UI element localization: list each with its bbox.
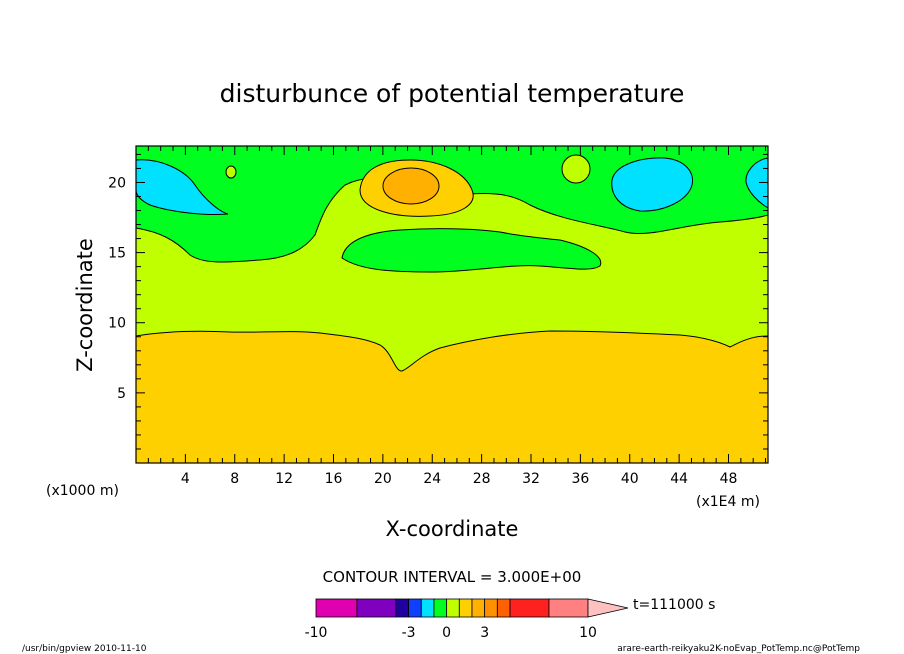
colorbar-segment	[433, 598, 448, 618]
region-warm-core	[382, 167, 440, 205]
footer-left: /usr/bin/gpview 2010-11-10	[22, 644, 147, 654]
colorbar-segment	[315, 598, 358, 618]
colorbar-tick-label: -10	[305, 625, 328, 641]
region-lower-band	[136, 330, 768, 463]
x-unit-label: (x1000 m)	[46, 483, 119, 499]
colorbar-segment	[548, 598, 589, 618]
x-tick-label: 8	[230, 471, 239, 487]
colorbar-segment	[471, 598, 486, 618]
colorbar-segment	[420, 598, 435, 618]
footer-right: arare-earth-reikyaku2K-noEvap_PotTemp.nc…	[617, 644, 860, 654]
y-axis-title: Z-coordinate	[73, 238, 97, 372]
colorbar-segment	[408, 598, 422, 618]
x-tick-label: 40	[621, 471, 639, 487]
colorbar-segment	[496, 598, 511, 618]
colorbar-tick-label: 3	[480, 625, 489, 641]
colorbar-segment	[356, 598, 397, 618]
x-tick-label: 16	[325, 471, 343, 487]
time-label: t=111000 s	[633, 597, 715, 613]
region-green-pocket	[341, 228, 602, 273]
colorbar-segment	[395, 598, 410, 618]
y-tick-label: 20	[108, 175, 126, 191]
colorbar-segment	[484, 598, 498, 618]
x-axis: 4 8 12 16 20 24 28 32 36 40 44 48	[147, 146, 767, 487]
contour-field	[136, 146, 768, 463]
colorbar-tick-label: 0	[442, 625, 451, 641]
x-tick-label: 28	[473, 471, 491, 487]
y-axis: 5 10 15 20	[108, 153, 768, 450]
colorbar-segment	[458, 598, 473, 618]
x-tick-label: 48	[720, 471, 738, 487]
region-cyan-right	[745, 157, 768, 209]
region-small-dot	[225, 165, 237, 179]
y-tick-label: 15	[108, 246, 126, 262]
x-tick-label: 4	[181, 471, 190, 487]
region-cyan-mid	[611, 157, 694, 212]
x-tick-label: 20	[374, 471, 392, 487]
x-tick-label: 12	[275, 471, 293, 487]
y-unit-label: (x1E4 m)	[696, 494, 760, 510]
plot-frame	[135, 145, 769, 464]
x-tick-label: 24	[423, 471, 441, 487]
y-tick-label: 5	[117, 386, 126, 402]
colorbar-segment	[446, 598, 460, 618]
x-axis-title: X-coordinate	[386, 517, 519, 541]
contour-interval-text: CONTOUR INTERVAL = 3.000E+00	[323, 568, 582, 586]
x-tick-label: 44	[670, 471, 688, 487]
colorbar-segment	[509, 598, 550, 618]
region-small-blob	[561, 154, 591, 184]
colorbar: -10 -3 0 3 10	[305, 598, 629, 641]
y-tick-label: 10	[108, 316, 126, 332]
colorbar-arrow	[587, 598, 629, 618]
colorbar-tick-label: 10	[579, 625, 597, 641]
chart-title: disturbunce of potential temperature	[220, 79, 685, 108]
x-tick-label: 36	[571, 471, 589, 487]
colorbar-tick-label: -3	[402, 625, 416, 641]
region-cyan-left	[136, 159, 229, 215]
x-tick-label: 32	[522, 471, 540, 487]
